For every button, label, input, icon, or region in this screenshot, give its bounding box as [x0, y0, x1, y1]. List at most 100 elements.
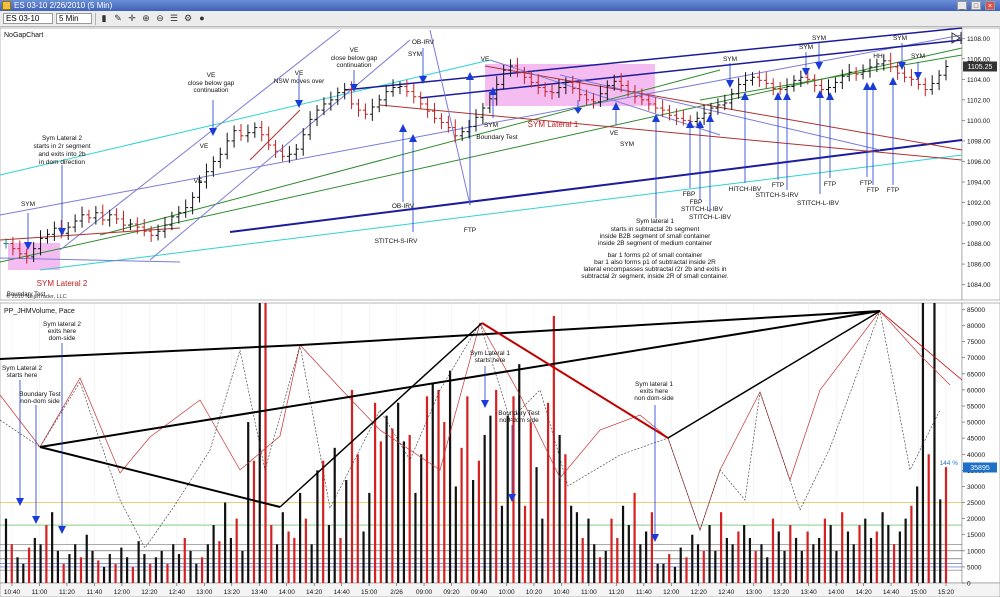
label-ftp-5: FTP	[867, 187, 879, 194]
price-bar	[777, 81, 783, 95]
volume-bar	[97, 560, 100, 583]
volume-bar	[570, 505, 573, 583]
volume-bar	[841, 512, 844, 583]
price-bar	[639, 88, 645, 105]
label-ve-6: VE	[481, 56, 490, 63]
volume-tick-label: 80000	[967, 323, 985, 330]
label-bar1-c: lateral encompasses subtractal r2r 2b an…	[583, 266, 726, 273]
volume-bar	[172, 544, 175, 583]
label-ftp-4: FTP	[860, 180, 872, 187]
volume-bar	[500, 505, 504, 583]
title-bar[interactable]: ES 03-10 2/26/2010 (5 Min) _ □ ×	[0, 0, 1000, 11]
vlabel-3: Boundary Test	[19, 391, 61, 398]
price-bar	[176, 206, 182, 224]
volume-bar	[252, 460, 256, 583]
volume-bar	[56, 550, 60, 583]
price-bar	[376, 94, 382, 113]
volume-bar	[408, 434, 411, 583]
volume-bar	[33, 537, 36, 583]
price-bar	[314, 104, 320, 127]
instrument-selector[interactable]: ES 03-10	[3, 13, 53, 24]
label-close-below-gap-2: close below gap	[331, 55, 378, 62]
time-tick-label: 12:20	[691, 589, 708, 596]
price-bar	[535, 74, 541, 95]
time-tick-label: 13:20	[773, 589, 790, 596]
label-close-below-gap: close below gap	[188, 80, 235, 87]
label-sym-lateral-1-a: Sym lateral 1	[636, 218, 674, 225]
price-bar	[141, 218, 147, 237]
price-bar	[922, 77, 928, 97]
close-button[interactable]: ×	[985, 1, 995, 10]
price-bar	[44, 229, 50, 244]
volume-bar	[454, 486, 457, 583]
volume-bar	[812, 544, 815, 583]
time-tick-label: 13:40	[801, 589, 818, 596]
time-tick-label: 11:20	[608, 589, 624, 596]
label-boundary-test: Boundary Test	[7, 292, 46, 298]
time-tick-label: 11:40	[87, 589, 103, 596]
label-ob-irv-2: OB-IRV	[392, 203, 415, 210]
volume-bar	[714, 550, 717, 583]
vlabel-4: non-dom side	[20, 398, 60, 405]
volume-bar	[425, 396, 429, 583]
volume-tick-label: 5000	[967, 564, 982, 571]
label-fbp-2: FBP	[690, 199, 703, 206]
interval-selector[interactable]: 5 Min	[56, 13, 92, 24]
volume-bar	[339, 537, 342, 583]
price-bar	[293, 143, 299, 160]
maximize-button[interactable]: □	[971, 1, 981, 10]
minimize-button[interactable]: _	[957, 1, 967, 10]
price-bar	[528, 70, 534, 88]
scroll-arrow-icon[interactable]	[951, 32, 962, 44]
alert-icon[interactable]: ●	[199, 13, 205, 23]
price-bar	[701, 104, 707, 125]
volume-bar	[368, 492, 371, 583]
price-bar	[542, 82, 548, 97]
price-bar	[38, 230, 44, 256]
time-tick-label: 12:00	[663, 589, 680, 596]
strategy-icon[interactable]: ⚙	[183, 13, 193, 23]
volume-bar	[177, 554, 181, 583]
volume-bar	[149, 563, 152, 583]
time-tick-label: 15:00	[361, 589, 378, 596]
zoom-in-icon[interactable]: ⊕	[142, 13, 150, 23]
properties-icon[interactable]: ☰	[169, 13, 179, 23]
volume-bar	[126, 557, 129, 583]
bar-style-icon[interactable]: ▮	[101, 13, 107, 23]
price-bar	[625, 80, 631, 97]
price-bar	[473, 109, 479, 132]
volume-bar	[921, 303, 925, 583]
volume-bar	[154, 557, 158, 583]
price-bar	[79, 206, 85, 228]
price-panel	[0, 27, 963, 301]
price-bar	[445, 115, 451, 133]
pace-lines	[0, 309, 963, 549]
price-bar	[279, 144, 285, 162]
toolbar: ES 03-10 5 Min ▮ ✎ ✛ ⊕ ⊖ ☰ ⚙ ●	[0, 11, 1000, 27]
label-stitch-l-ibv-3: STITCH-L-IBV	[797, 200, 840, 207]
volume-bar	[760, 544, 763, 583]
volume-annotation-arrows	[16, 343, 659, 542]
volume-bar	[598, 557, 602, 583]
time-tick-label: 11:00	[32, 589, 48, 596]
price-bar	[943, 59, 949, 81]
volume-bar	[864, 518, 867, 583]
volume-bar	[910, 505, 913, 583]
volume-tick-label: 40000	[967, 452, 985, 459]
label-sym: SYM	[21, 201, 35, 208]
price-bar	[169, 211, 175, 231]
zoom-out-icon[interactable]: ⊖	[156, 13, 164, 23]
volume-bar	[564, 454, 567, 583]
price-bar	[646, 94, 652, 111]
volume-bar	[869, 537, 873, 583]
volume-bars	[4, 303, 948, 583]
volume-bar	[270, 525, 273, 583]
label-sym-7: SYM	[812, 35, 826, 42]
volume-bar	[783, 550, 786, 583]
label-ve-1: VE	[194, 178, 203, 185]
pencil-icon[interactable]: ✎	[114, 13, 122, 23]
volume-bar	[650, 512, 653, 583]
crosshair-icon[interactable]: ✛	[128, 13, 136, 23]
price-bar	[756, 70, 762, 88]
